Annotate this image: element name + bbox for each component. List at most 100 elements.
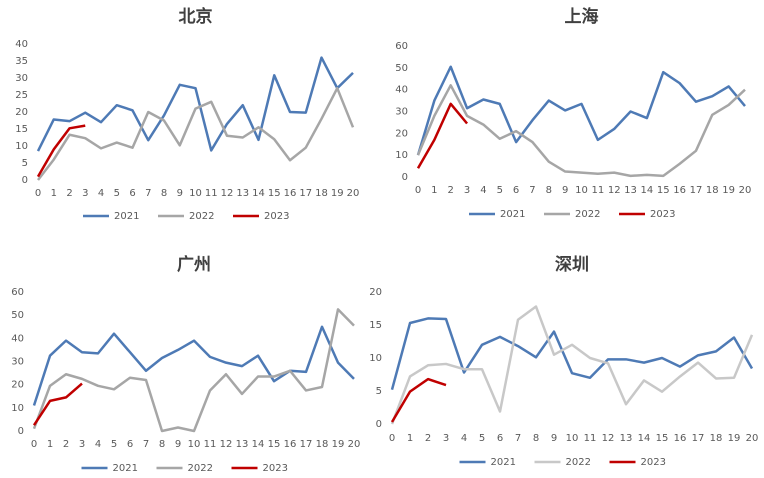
series-line xyxy=(390,377,447,423)
legend-label: 2021 xyxy=(500,209,525,220)
chart-title: 北京 xyxy=(179,6,213,27)
x-tick-label: 8 xyxy=(161,188,167,199)
y-tick-label: 35 xyxy=(15,56,28,67)
x-tick-label: 0 xyxy=(389,433,395,444)
y-tick-label: 40 xyxy=(395,85,408,96)
x-tick-label: 12 xyxy=(608,185,621,196)
y-tick-label: 0 xyxy=(376,419,382,430)
x-tick-label: 10 xyxy=(575,185,588,196)
x-tick-label: 5 xyxy=(479,433,485,444)
x-tick-label: 3 xyxy=(464,185,470,196)
x-tick-label: 1 xyxy=(431,185,437,196)
x-tick-label: 16 xyxy=(284,188,297,199)
x-tick-label: 8 xyxy=(546,185,552,196)
legend-label: 2022 xyxy=(566,457,591,468)
x-tick-label: 17 xyxy=(299,188,312,199)
y-tick-label: 20 xyxy=(395,128,408,139)
series-line xyxy=(32,308,355,433)
y-tick-label: 30 xyxy=(395,107,408,118)
series-line xyxy=(36,56,354,152)
x-tick-label: 13 xyxy=(624,185,637,196)
chart-title: 上海 xyxy=(565,6,599,27)
x-tick-label: 20 xyxy=(348,439,361,450)
legend-label: 2023 xyxy=(264,211,289,222)
x-tick-label: 5 xyxy=(111,439,117,450)
y-tick-label: 10 xyxy=(369,353,382,364)
x-tick-label: 9 xyxy=(562,185,568,196)
x-tick-label: 20 xyxy=(347,188,360,199)
x-tick-label: 10 xyxy=(188,439,201,450)
x-tick-label: 11 xyxy=(204,439,217,450)
y-tick-label: 20 xyxy=(11,380,24,391)
y-tick-label: 20 xyxy=(15,107,28,118)
x-tick-label: 14 xyxy=(252,439,265,450)
legend-label: 2023 xyxy=(263,463,288,474)
x-tick-label: 18 xyxy=(315,188,328,199)
x-tick-label: 0 xyxy=(35,188,41,199)
x-tick-label: 3 xyxy=(82,188,88,199)
x-tick-label: 19 xyxy=(331,188,344,199)
x-tick-label: 13 xyxy=(620,433,633,444)
x-tick-label: 8 xyxy=(533,433,539,444)
y-tick-label: 20 xyxy=(369,287,382,298)
x-tick-label: 14 xyxy=(641,185,654,196)
legend-label: 2021 xyxy=(113,463,138,474)
x-tick-label: 13 xyxy=(236,439,249,450)
x-tick-label: 3 xyxy=(79,439,85,450)
legend-label: 2022 xyxy=(189,211,214,222)
series-line xyxy=(390,305,754,425)
x-tick-label: 12 xyxy=(221,188,234,199)
x-tick-label: 6 xyxy=(129,188,135,199)
x-tick-label: 10 xyxy=(189,188,202,199)
x-tick-label: 2 xyxy=(425,433,431,444)
x-tick-label: 0 xyxy=(31,439,37,450)
y-tick-label: 60 xyxy=(11,287,24,298)
series-line xyxy=(416,65,746,156)
y-tick-label: 60 xyxy=(395,41,408,52)
series-line xyxy=(36,124,86,178)
y-tick-label: 25 xyxy=(15,90,28,101)
x-tick-label: 17 xyxy=(300,439,313,450)
legend-label: 2022 xyxy=(188,463,213,474)
x-tick-label: 13 xyxy=(236,188,249,199)
x-tick-label: 19 xyxy=(722,185,735,196)
x-tick-label: 7 xyxy=(143,439,149,450)
x-tick-label: 14 xyxy=(638,433,651,444)
x-tick-label: 18 xyxy=(706,185,719,196)
x-tick-label: 5 xyxy=(497,185,503,196)
y-tick-label: 5 xyxy=(22,158,28,169)
x-tick-label: 11 xyxy=(584,433,597,444)
x-tick-label: 19 xyxy=(728,433,741,444)
x-tick-label: 6 xyxy=(497,433,503,444)
x-tick-label: 10 xyxy=(566,433,579,444)
x-tick-label: 9 xyxy=(177,188,183,199)
y-tick-label: 50 xyxy=(395,63,408,74)
x-tick-label: 4 xyxy=(461,433,467,444)
x-tick-label: 11 xyxy=(591,185,604,196)
x-tick-label: 15 xyxy=(656,433,669,444)
y-tick-label: 0 xyxy=(402,172,408,183)
x-tick-label: 5 xyxy=(114,188,120,199)
y-tick-label: 15 xyxy=(15,124,28,135)
chart-title: 深圳 xyxy=(555,254,589,275)
legend-label: 2023 xyxy=(641,457,666,468)
y-tick-label: 15 xyxy=(369,320,382,331)
y-tick-label: 50 xyxy=(11,310,24,321)
series-line xyxy=(32,325,355,406)
x-tick-label: 7 xyxy=(145,188,151,199)
x-tick-label: 4 xyxy=(480,185,486,196)
x-tick-label: 12 xyxy=(220,439,233,450)
x-tick-label: 16 xyxy=(674,433,687,444)
series-line xyxy=(416,102,469,169)
x-tick-label: 15 xyxy=(268,188,281,199)
x-tick-label: 14 xyxy=(252,188,265,199)
y-tick-label: 30 xyxy=(15,73,28,84)
legend-label: 2023 xyxy=(650,209,675,220)
x-tick-label: 9 xyxy=(551,433,557,444)
x-tick-label: 0 xyxy=(415,185,421,196)
x-tick-label: 4 xyxy=(98,188,104,199)
x-tick-label: 12 xyxy=(602,433,615,444)
x-tick-label: 18 xyxy=(316,439,329,450)
x-tick-label: 2 xyxy=(448,185,454,196)
